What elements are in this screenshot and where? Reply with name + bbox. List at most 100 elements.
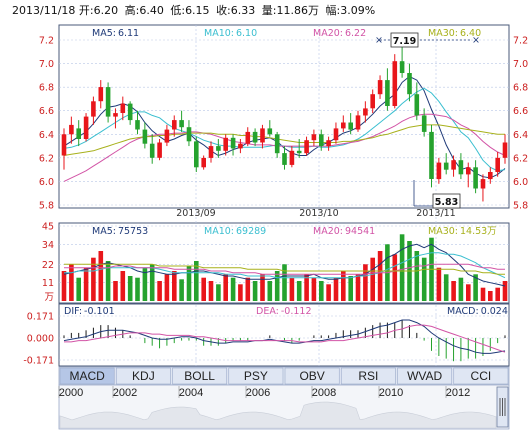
tab-obv[interactable]: OBV — [284, 367, 340, 385]
volume-bar — [127, 276, 133, 301]
candle-body — [216, 146, 221, 151]
candle-body — [208, 146, 214, 158]
year-label: 2012 — [446, 387, 470, 399]
macd-legend: DIF: -0.101 DEA: -0.112 MACD: 0.024 — [64, 306, 508, 317]
volume-bar — [363, 264, 368, 301]
price-tick-left: 6.6 — [39, 106, 54, 117]
volume-bar — [326, 284, 331, 301]
candle-body — [142, 129, 148, 144]
price-tick-left: 6.2 — [39, 153, 54, 164]
tab-boll[interactable]: BOLL — [172, 367, 228, 385]
candle-body — [135, 120, 140, 130]
volume-bar — [319, 281, 324, 301]
volume-bar — [157, 281, 162, 301]
candle-body — [385, 80, 390, 106]
tab-label: RSI — [358, 369, 378, 383]
tab-macd[interactable]: MACD — [59, 367, 115, 385]
volume-bar — [289, 277, 295, 301]
candle-body — [223, 137, 228, 151]
candle-body — [252, 131, 258, 143]
price-tick-left: 6.4 — [39, 130, 54, 141]
volume-bar — [274, 271, 280, 301]
volume-ma20-line — [64, 263, 505, 275]
volume-bar — [480, 287, 486, 301]
volume-bar — [260, 274, 265, 301]
volume-bar — [61, 271, 67, 301]
volume-bar — [245, 277, 251, 301]
header-open: 6.20 — [94, 4, 119, 17]
candle-body — [61, 134, 67, 156]
candle-body — [363, 108, 368, 116]
volume-tick: 45 — [42, 222, 54, 233]
max-price-label: 7.19 — [393, 36, 416, 47]
candle-body — [451, 160, 456, 170]
macd-tick: -0.171 — [23, 356, 54, 367]
candle-body — [157, 142, 162, 158]
volume-bar — [436, 267, 442, 301]
candle-body — [443, 162, 449, 170]
volume-bar — [120, 271, 126, 301]
candle-body — [245, 131, 251, 144]
year-label: 2004 — [179, 387, 203, 399]
candle-body — [304, 140, 309, 154]
candle-body — [105, 87, 111, 117]
header-date: 2013/11/18 — [12, 4, 75, 17]
volume-ma5-line — [63, 243, 506, 287]
candle-body — [230, 137, 236, 149]
price-tick-right: 7.0 — [513, 59, 528, 70]
tab-label: WVAD — [407, 369, 442, 383]
tab-rsi[interactable]: RSI — [340, 367, 396, 385]
tab-cci[interactable]: CCI — [453, 367, 509, 385]
legend-ma20: MA20: 6.22 — [313, 28, 366, 39]
year-label: 2002 — [113, 387, 137, 399]
price-tick-right: 6.8 — [513, 83, 528, 94]
volume-bar — [230, 277, 236, 301]
volume-bar — [443, 274, 449, 301]
price-tick-right: 7.2 — [513, 36, 528, 47]
volume-bar — [488, 291, 493, 301]
volume-bar — [179, 279, 184, 301]
candle-body — [69, 124, 74, 135]
candle-body — [355, 115, 361, 130]
volume-bar — [399, 234, 405, 301]
candle-body — [421, 115, 427, 132]
volume-bar — [113, 281, 118, 301]
tab-kdj[interactable]: KDJ — [115, 367, 171, 385]
candle-body — [348, 122, 353, 130]
candle-body — [120, 103, 126, 113]
volume-bar — [355, 274, 361, 301]
price-tick-right: 5.8 — [513, 201, 528, 212]
volume-bar — [83, 267, 89, 301]
min-marker: 5.83 — [413, 180, 461, 209]
tab-wvad[interactable]: WVAD — [397, 367, 453, 385]
volume-bar — [495, 287, 500, 301]
tab-psy[interactable]: PSY — [228, 367, 284, 385]
header-low: 6.15 — [185, 4, 210, 17]
candle-body — [377, 80, 383, 95]
header-change: 3.09% — [340, 4, 375, 17]
price-tick-left: 6.0 — [39, 177, 54, 188]
candle-body — [267, 128, 273, 135]
price-tick-left: 5.8 — [39, 201, 54, 212]
volume-bar — [466, 284, 471, 301]
candle-body — [414, 94, 420, 116]
tab-label: KDJ — [132, 369, 155, 383]
volume-bar — [164, 274, 170, 301]
candle-body — [289, 150, 295, 165]
volume-bar — [451, 281, 456, 301]
volume-bar — [252, 281, 258, 301]
volume-bar — [421, 257, 427, 301]
tab-label: PSY — [244, 369, 268, 383]
volume-bar — [370, 257, 375, 301]
header-info: 2013/11/18 开:6.20 高:6.40 低:6.15 收:6.33 量… — [12, 3, 375, 17]
year-label: 2008 — [312, 387, 336, 399]
candle-body — [274, 134, 280, 154]
candle-body — [172, 120, 177, 130]
volume-unit: 万 — [44, 292, 54, 303]
volume-bar — [194, 261, 199, 301]
candle-body — [341, 122, 346, 129]
max-marker: × × 7.19 — [375, 32, 480, 48]
overview-strip: 2000 2002 2004 2006 2008 2010 2012 — [58, 384, 510, 430]
volume-ma30-line — [64, 263, 505, 275]
